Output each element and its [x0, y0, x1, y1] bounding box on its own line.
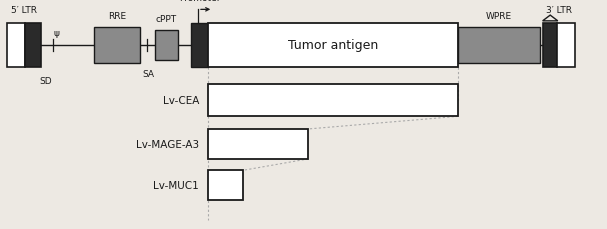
Bar	[94, 27, 140, 64]
Text: cPPT: cPPT	[156, 15, 177, 24]
Text: Lv-MUC1: Lv-MUC1	[154, 180, 199, 191]
Bar	[25, 24, 41, 68]
Text: ψ: ψ	[53, 29, 59, 38]
Text: 5′ LTR: 5′ LTR	[11, 6, 37, 15]
Bar	[543, 24, 557, 68]
Text: Lv-CEA: Lv-CEA	[163, 96, 199, 106]
Text: Lv-MAGE-A3: Lv-MAGE-A3	[136, 139, 199, 149]
Text: RRE: RRE	[108, 12, 126, 21]
Bar	[557, 24, 575, 68]
Bar	[208, 171, 243, 200]
Text: 3′ LTR: 3′ LTR	[546, 6, 572, 15]
Bar	[7, 24, 25, 68]
Bar	[155, 31, 178, 61]
Text: WPRE: WPRE	[486, 12, 512, 21]
Text: SD: SD	[39, 77, 52, 86]
Text: Promoter: Promoter	[179, 0, 220, 3]
Text: SA: SA	[143, 70, 155, 79]
Bar	[208, 129, 308, 159]
Text: Tumor antigen: Tumor antigen	[288, 39, 378, 52]
Bar	[208, 24, 458, 68]
Bar	[458, 27, 540, 64]
Bar	[208, 85, 458, 117]
Bar	[191, 24, 208, 68]
